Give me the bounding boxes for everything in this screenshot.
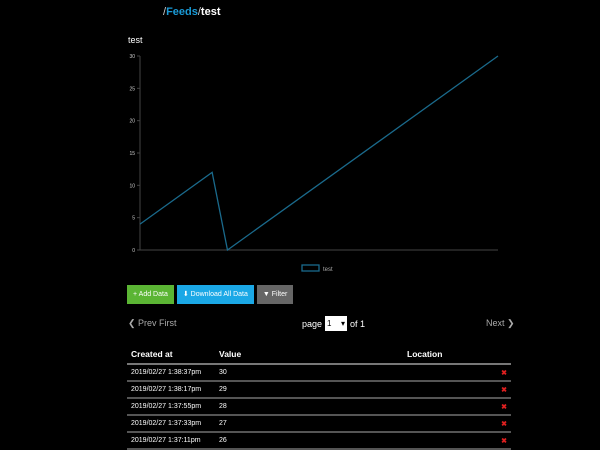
table-row: 2019/02/27 1:38:37pm 30 ✖	[127, 364, 511, 382]
created-at-cell: 2019/02/27 1:37:11pm	[127, 432, 215, 450]
created-at-cell: 2019/02/27 1:38:37pm	[127, 364, 215, 382]
download-all-data-button[interactable]: ⬇ Download All Data	[176, 285, 254, 304]
page-label: page	[302, 318, 323, 329]
legend-swatch	[301, 264, 320, 272]
value-cell: 26	[215, 432, 403, 450]
table-row: 2019/02/27 1:38:17pm 29 ✖	[127, 381, 511, 399]
prev-link[interactable]: ❮ Prev	[128, 318, 157, 328]
delete-icon[interactable]: ✖	[403, 364, 511, 382]
y-tick-label: 25	[129, 86, 135, 92]
y-tick-label: 5	[132, 216, 135, 222]
y-tick-label: 20	[129, 119, 135, 125]
page-select[interactable]: 1 ▾	[325, 316, 348, 331]
table-row: 2019/02/27 1:37:33pm 27 ✖	[127, 415, 511, 433]
delete-icon[interactable]: ✖	[403, 432, 511, 450]
y-tick-label: 30	[129, 54, 135, 60]
breadcrumb-current: test	[200, 6, 221, 18]
page-selector-group: page 1 ▾ of 1	[302, 316, 365, 331]
chart-title: test	[128, 35, 143, 45]
page-value: 1	[327, 319, 332, 328]
data-table: Created at Value Location 2019/02/27 1:3…	[127, 345, 511, 450]
value-cell: 30	[215, 364, 403, 382]
next-link[interactable]: Next ❯	[486, 318, 515, 328]
separator: /	[197, 6, 201, 18]
y-tick-label: 10	[129, 183, 135, 189]
separator: /	[163, 6, 167, 18]
breadcrumb: /Feeds/test	[163, 6, 220, 18]
table-row: 2019/02/27 1:37:55pm 28 ✖	[127, 398, 511, 416]
header-value: Value	[215, 345, 403, 365]
header-created-at: Created at	[127, 345, 215, 365]
line-chart: 0 5 10 15 20 25 30 test	[129, 54, 499, 273]
series-line-test	[139, 55, 499, 252]
created-at-cell: 2019/02/27 1:38:17pm	[127, 381, 215, 399]
filter-button[interactable]: ▼ Filter	[256, 285, 294, 304]
first-link[interactable]: First	[159, 318, 177, 328]
page-count: of 1	[350, 318, 366, 329]
y-tick-label: 0	[132, 248, 135, 254]
header-location: Location	[403, 345, 511, 365]
table-row: 2019/02/27 1:37:11pm 26 ✖	[127, 432, 511, 450]
value-cell: 27	[215, 415, 403, 433]
value-cell: 28	[215, 398, 403, 416]
delete-icon[interactable]: ✖	[403, 415, 511, 433]
y-tick-label: 15	[129, 151, 135, 157]
add-data-button[interactable]: + Add Data	[127, 285, 174, 304]
chevron-down-icon: ▾	[341, 319, 346, 328]
created-at-cell: 2019/02/27 1:37:55pm	[127, 398, 215, 416]
value-cell: 29	[215, 381, 403, 399]
breadcrumb-feeds[interactable]: Feeds	[166, 6, 198, 18]
delete-icon[interactable]: ✖	[403, 381, 511, 399]
legend-label: test	[323, 267, 333, 273]
delete-icon[interactable]: ✖	[403, 398, 511, 416]
created-at-cell: 2019/02/27 1:37:33pm	[127, 415, 215, 433]
